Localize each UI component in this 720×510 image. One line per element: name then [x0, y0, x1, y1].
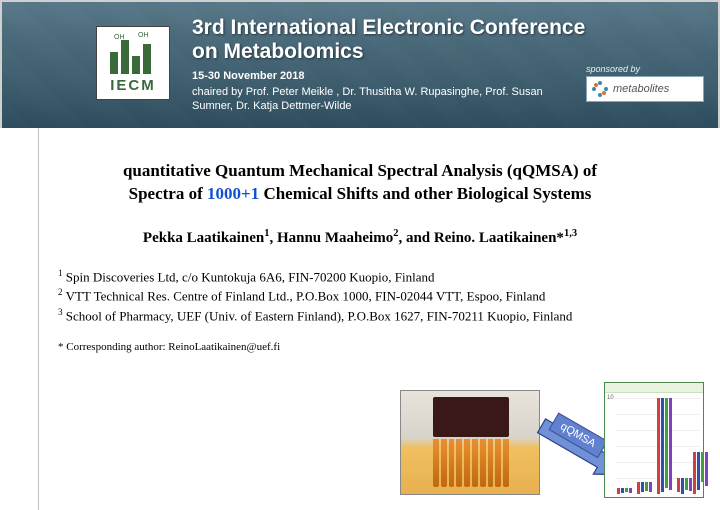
conference-title-line2: on Metabolomics [192, 40, 585, 64]
author-2-aff: 2 [393, 228, 398, 239]
chart-bar-group [617, 488, 632, 494]
title-line2a: Spectra of [129, 184, 207, 203]
chart-bar-group [677, 478, 692, 494]
slide-content: quantitative Quantum Mechanical Spectral… [0, 128, 720, 353]
metabolites-icon [591, 80, 609, 98]
conference-title-line1: 3rd International Electronic Conference [192, 16, 585, 40]
photo-vials [433, 439, 509, 487]
author-3-aff: 1,3 [564, 228, 577, 239]
chart-bar-group [637, 482, 652, 494]
affiliations: 1 Spin Discoveries Ltd, c/o Kuntokuja 6A… [58, 267, 662, 326]
authors-line: Pekka Laatikainen1, Hannu Maaheimo2, and… [58, 228, 662, 247]
title-link[interactable]: 1000+1 [207, 184, 259, 203]
logo-acronym: IECM [110, 77, 156, 94]
sponsor-box: sponsored by metabolites [586, 64, 704, 102]
result-bar-chart: 10 [604, 382, 704, 498]
affiliation-3: School of Pharmacy, UEF (Univ. of Easter… [66, 308, 573, 323]
conference-chairs: chaired by Prof. Peter Meikle , Dr. Thus… [192, 85, 552, 114]
author-1-aff: 1 [264, 228, 269, 239]
conference-header-banner: OH OH IECM 3rd International Electronic … [0, 0, 720, 128]
conference-dates: 15-30 November 2018 [192, 70, 305, 82]
sponsor-badge: metabolites [586, 76, 704, 102]
sponsor-name: metabolites [613, 83, 669, 95]
author-1: Pekka Laatikainen [143, 230, 264, 246]
sponsor-label: sponsored by [586, 64, 704, 74]
chart-bar-group [657, 398, 672, 494]
presentation-title: quantitative Quantum Mechanical Spectral… [58, 160, 662, 206]
corresponding-author: * Corresponding author: ReinoLaatikainen… [58, 341, 662, 353]
chart-header-strip [605, 383, 703, 393]
author-2: Hannu Maaheimo [277, 230, 393, 246]
affiliation-2: VTT Technical Res. Centre of Finland Ltd… [66, 289, 546, 304]
title-line1: quantitative Quantum Mechanical Spectral… [123, 161, 597, 180]
logo-molecule-icon: OH OH [108, 32, 158, 74]
photo-sample-rack [433, 397, 509, 437]
iecm-logo: OH OH IECM [96, 26, 170, 100]
chart-plot-area [615, 397, 700, 494]
chart-bar-group [693, 452, 708, 494]
conference-title: 3rd International Electronic Conference … [192, 16, 585, 64]
affiliation-1: Spin Discoveries Ltd, c/o Kuntokuja 6A6,… [66, 269, 435, 284]
title-line2b: Chemical Shifts and other Biological Sys… [259, 184, 591, 203]
sample-photo [400, 390, 540, 495]
chart-y-label: 10 [607, 395, 614, 401]
author-3: Reino. Laatikainen* [434, 230, 564, 246]
